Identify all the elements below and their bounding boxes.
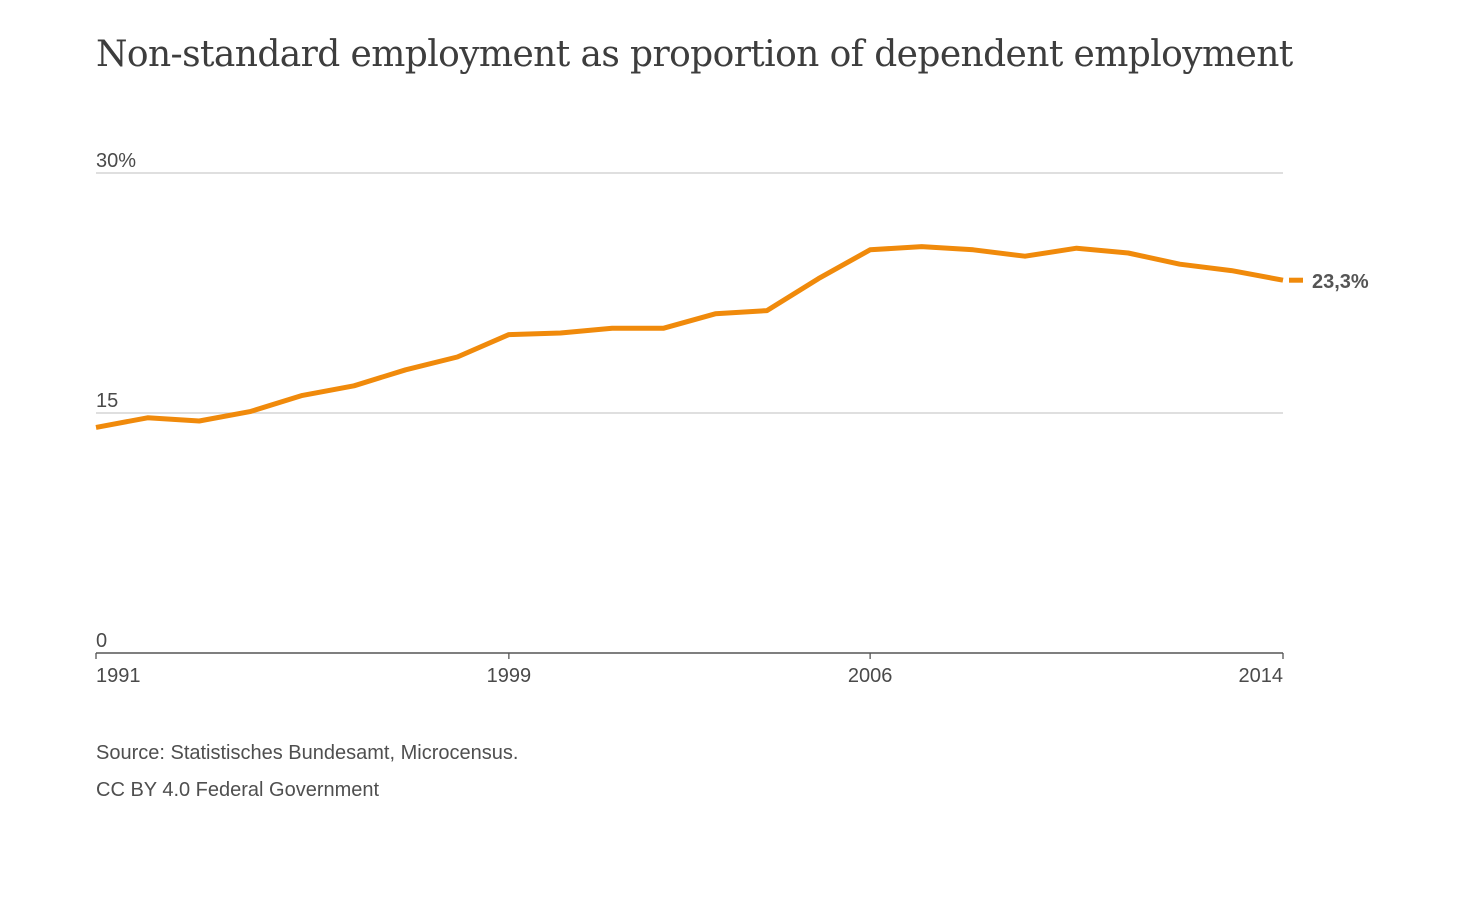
y-tick-label: 30%	[96, 150, 136, 172]
x-axis: 1991 1999 2006 2014	[95, 652, 1284, 687]
y-axis-labels: 0 15 30%	[96, 150, 136, 652]
chart-title: Non-standard employment as proportion of…	[96, 34, 1293, 75]
source-line: Source: Statistisches Bundesamt, Microce…	[96, 742, 519, 764]
series-line	[95, 244, 1284, 430]
x-tick-label: 1999	[487, 665, 532, 687]
x-tick-label: 2014	[1239, 665, 1284, 687]
data-series	[95, 244, 1284, 430]
y-tick-label: 0	[96, 630, 107, 652]
x-tick-label: 2006	[848, 665, 893, 687]
annotations: 23,3%	[1289, 271, 1369, 293]
x-tick-label: 1991	[96, 665, 141, 687]
grid-lines	[96, 172, 1283, 414]
source-note: Source: Statistisches Bundesamt, Microce…	[96, 735, 518, 809]
end-value-label: 23,3%	[1312, 271, 1369, 293]
y-tick-label: 15	[96, 390, 118, 412]
license-line: CC BY 4.0 Federal Government	[96, 779, 380, 801]
